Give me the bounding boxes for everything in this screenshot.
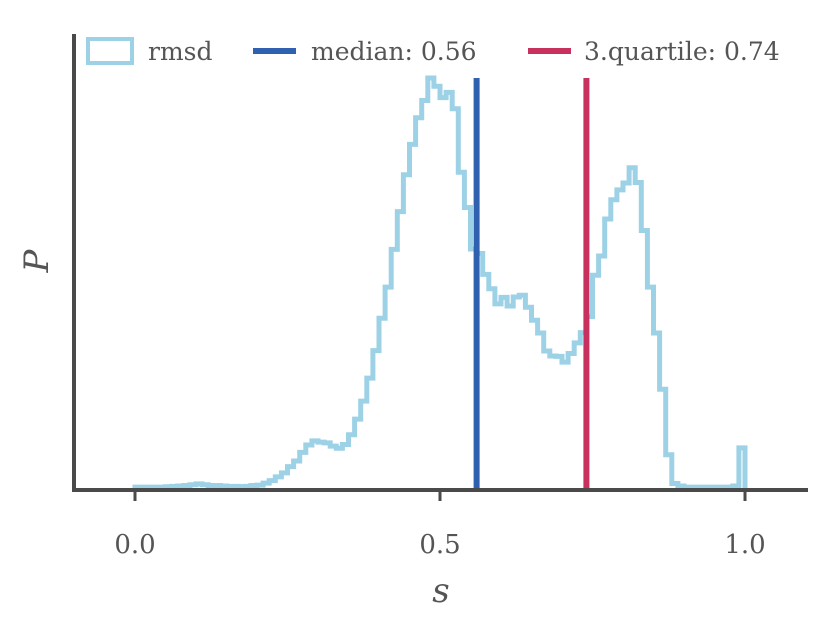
- legend-label-median: median: 0.56: [311, 37, 477, 66]
- x-axis-ticks: 0.0 0.5 1.0: [114, 490, 766, 560]
- x-tick-label: 1.0: [724, 530, 765, 560]
- y-axis-label: P: [17, 248, 57, 273]
- rmsd-histogram-step-line: [132, 75, 748, 490]
- x-tick-label: 0.5: [419, 530, 460, 560]
- legend-label-rmsd: rmsd: [148, 37, 213, 66]
- x-tick-label: 0.0: [114, 530, 155, 560]
- legend-label-third-quartile: 3.quartile: 0.74: [584, 37, 780, 66]
- legend: rmsd median: 0.56 3.quartile: 0.74: [86, 37, 780, 66]
- legend-swatch-rmsd: [86, 37, 134, 65]
- x-axis-label: s: [432, 571, 449, 611]
